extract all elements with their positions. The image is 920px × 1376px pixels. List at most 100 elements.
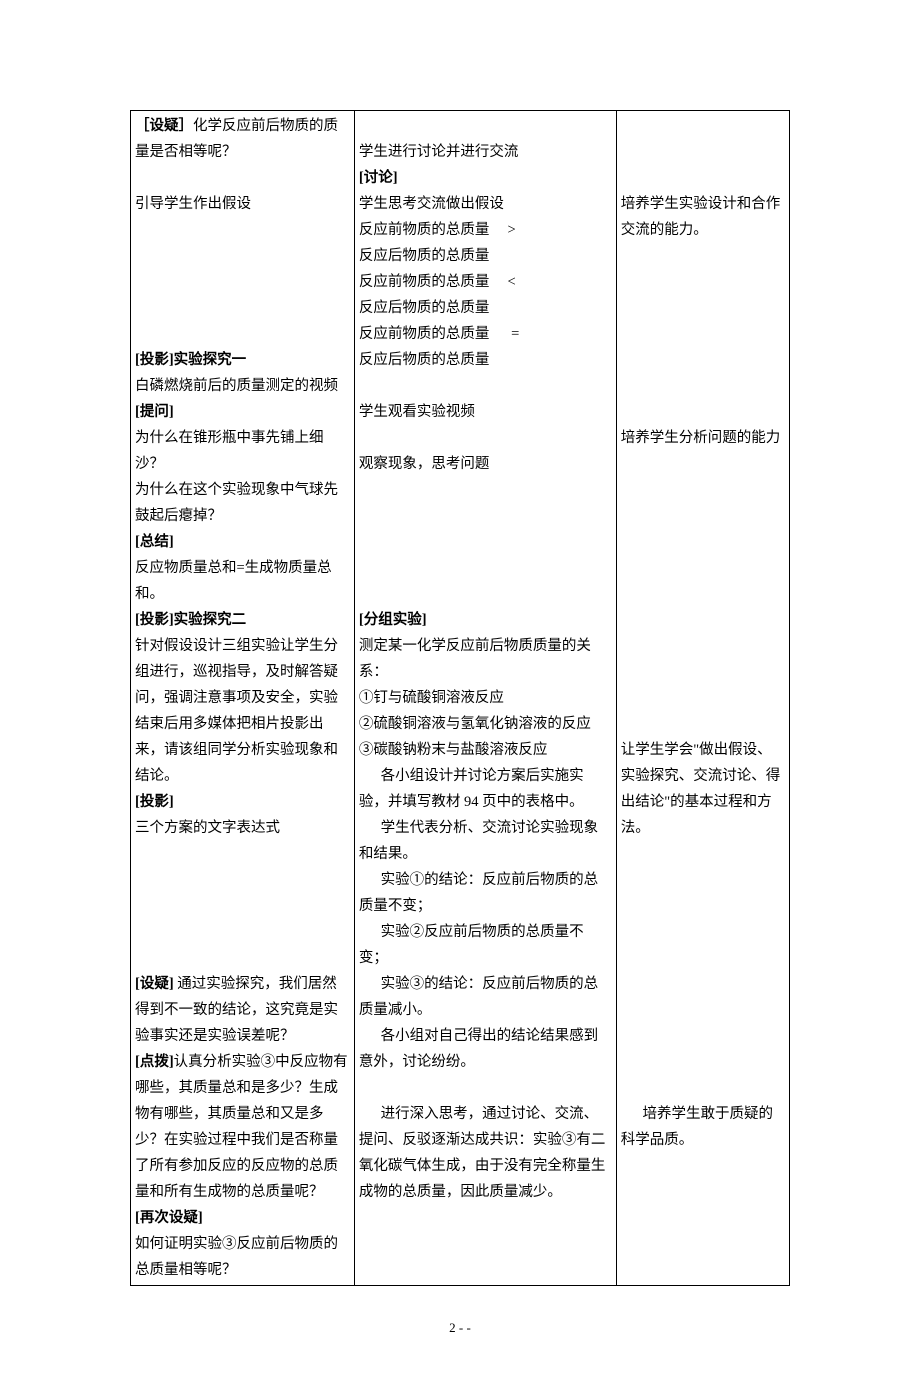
blank-line [621,685,785,711]
blank-line [621,113,785,139]
para: 各小组设计并讨论方案后实施实验，并填写教材 94 页中的表格中。 [359,763,612,815]
blank-line [135,243,350,269]
blank-line [359,425,612,451]
para: 测定某一化学反应前后物质质量的关系： [359,633,612,685]
blank-line [359,529,612,555]
label-tiwen: [提问] [135,399,350,425]
para: 实验③的结论：反应前后物质的总质量减小。 [359,971,612,1023]
blank-line [359,555,612,581]
blank-line [359,1075,612,1101]
blank-line [135,867,350,893]
blank-line [621,607,785,633]
text: 反应前物质的总质量 [359,274,490,290]
blank-line [621,711,785,737]
label-touying2: [投影]实验探究二 [135,607,350,633]
para: 反应物质量总和=生成物质量总和。 [135,555,350,607]
sym-eq: = [511,326,519,342]
para: 反应后物质的总质量 [359,347,612,373]
blank-line [621,841,785,867]
student-activity-cell: 学生进行讨论并进行交流 [讨论] 学生思考交流做出假设 反应前物质的总质量 > … [354,111,616,1286]
teacher-activity-cell: ［设疑］化学反应前后物质的质量是否相等呢？ 引导学生作出假设 [投影]实验探究一… [131,111,355,1286]
blank-line [621,139,785,165]
blank-line [621,165,785,191]
para: 让学生学会"做出假设、实验探究、交流讨论、得出结论"的基本过程和方法。 [621,737,785,841]
label-fenzu: [分组实验] [359,607,612,633]
text: 反应前物质的总质量 [359,326,490,342]
para: 白磷燃烧前后的质量测定的视频 [135,373,350,399]
blank-line [621,867,785,893]
para: 学生观看实验视频 [359,399,612,425]
sym-gt: > [508,222,516,238]
blank-line [135,893,350,919]
para: 进行深入思考，通过讨论、交流、提问、反驳逐渐达成共识：实验③有二氧化碳气体生成，… [359,1101,612,1205]
blank-line [621,659,785,685]
rel-line: 反应前物质的总质量 = [359,321,612,347]
para: ①钉与硫酸铜溶液反应 [359,685,612,711]
blank-line [621,633,785,659]
blank-line [621,451,785,477]
blank-line [135,945,350,971]
para: ［设疑］化学反应前后物质的质量是否相等呢？ [135,113,350,165]
blank-line [135,295,350,321]
blank-line [621,321,785,347]
blank-line [621,1049,785,1075]
blank-line [621,347,785,373]
purpose-cell: 培养学生实验设计和合作交流的能力。 培养学生分析问题的能力 让学生学会"做出假设… [616,111,789,1286]
blank-line [135,269,350,295]
footer-dash: - - [456,1320,471,1335]
sym-lt: < [508,274,516,290]
label-zaici-sheyi: [再次设疑] [135,1205,350,1231]
blank-line [621,1023,785,1049]
para: 培养学生敢于质疑的科学品质。 [621,1101,785,1153]
blank-line [621,945,785,971]
blank-line [621,893,785,919]
para: 为什么在这个实验现象中气球先鼓起后瘪掉？ [135,477,350,529]
blank-line [621,919,785,945]
label-sheyi2: [设疑] [135,976,174,992]
para: 学生代表分析、交流讨论实验现象和结果。 [359,815,612,867]
para: 观察现象，思考问题 [359,451,612,477]
label-touying3: [投影] [135,789,350,815]
para: ③碳酸钠粉末与盐酸溶液反应 [359,737,612,763]
blank-line [621,1075,785,1101]
blank-line [621,477,785,503]
blank-line [621,243,785,269]
blank-line [621,997,785,1023]
para: 如何证明实验③反应前后物质的总质量相等呢？ [135,1231,350,1283]
blank-line [621,269,785,295]
blank-line [621,295,785,321]
para: 培养学生分析问题的能力 [621,425,785,451]
para: 各小组对自己得出的结论结果感到意外，讨论纷纷。 [359,1023,612,1075]
para: 实验②反应前后物质的总质量不变； [359,919,612,971]
para: [点拨]认真分析实验③中反应物有哪些，其质量总和是多少？生成物有哪些，其质量总和… [135,1049,350,1205]
blank-line [135,217,350,243]
para: 针对假设设计三组实验让学生分组进行，巡视指导，及时解答疑问，强调注意事项及安全，… [135,633,350,789]
blank-line [359,477,612,503]
blank-line [135,919,350,945]
lesson-table: ［设疑］化学反应前后物质的质量是否相等呢？ 引导学生作出假设 [投影]实验探究一… [130,110,790,1286]
blank-line [359,373,612,399]
blank-line [621,581,785,607]
para: 三个方案的文字表达式 [135,815,350,841]
para: 实验①的结论：反应前后物质的总质量不变； [359,867,612,919]
label-sheyi: ［设疑］ [135,118,193,134]
label-touying1: [投影]实验探究一 [135,347,350,373]
text: 认真分析实验③中反应物有哪些，其质量总和是多少？生成物有哪些，其质量总和又是多少… [135,1054,348,1200]
blank-line [359,113,612,139]
label-dianbo: [点拨] [135,1054,174,1070]
page-container: ［设疑］化学反应前后物质的质量是否相等呢？ 引导学生作出假设 [投影]实验探究一… [0,0,920,1376]
rel-line: 反应前物质的总质量 < [359,269,612,295]
rel-line: 反应前物质的总质量 > [359,217,612,243]
blank-line [621,399,785,425]
blank-line [621,971,785,997]
blank-line [135,321,350,347]
para: 培养学生实验设计和合作交流的能力。 [621,191,785,243]
blank-line [621,529,785,555]
para: ②硫酸铜溶液与氢氧化钠溶液的反应 [359,711,612,737]
blank-line [359,503,612,529]
para: [设疑] 通过实验探究，我们居然得到不一致的结论，这究竟是实验事实还是实验误差呢… [135,971,350,1049]
para: 引导学生作出假设 [135,191,350,217]
blank-line [135,841,350,867]
para: 反应后物质的总质量 [359,243,612,269]
page-footer: 2 - - [130,1320,790,1336]
